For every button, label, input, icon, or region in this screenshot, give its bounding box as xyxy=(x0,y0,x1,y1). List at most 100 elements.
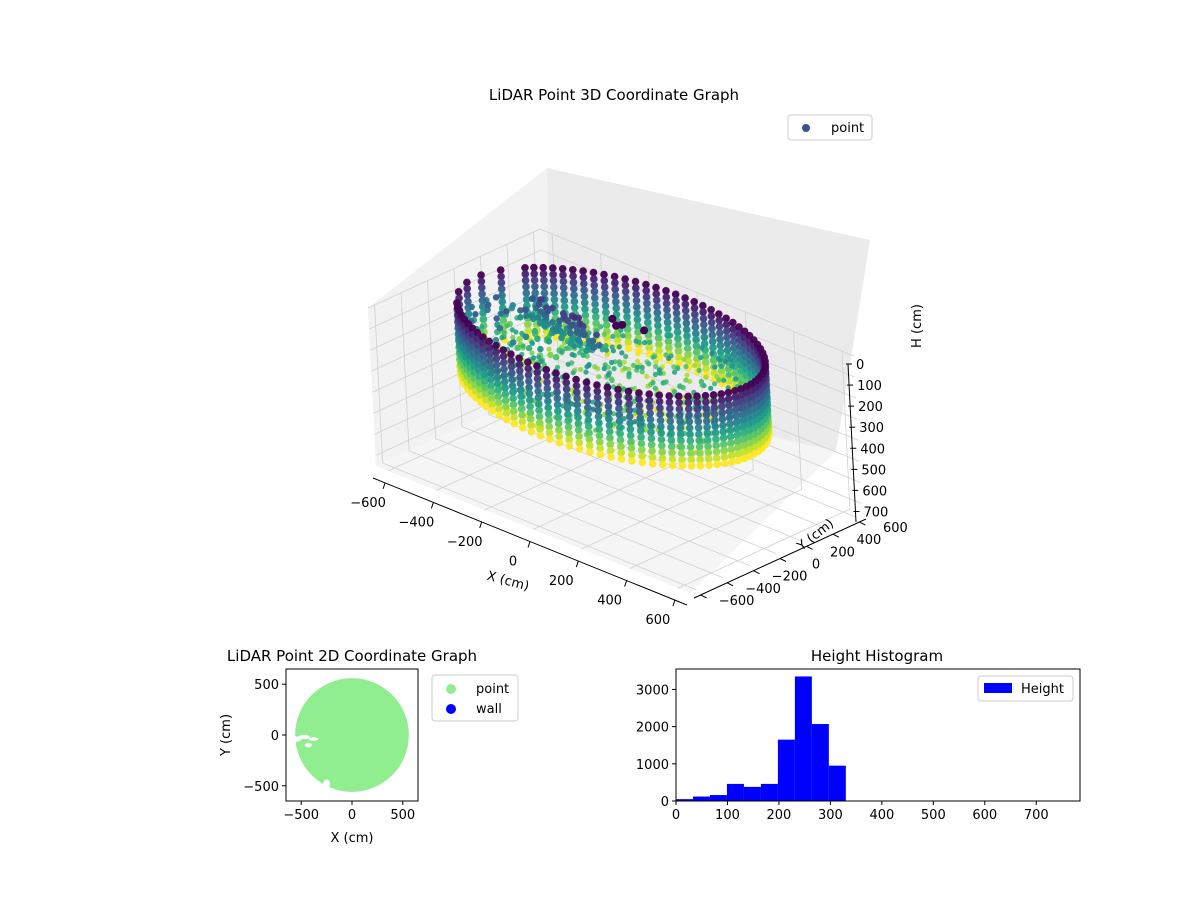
point-3d xyxy=(684,392,692,401)
point-3d xyxy=(585,441,594,450)
point-3d xyxy=(633,303,641,311)
point-3d xyxy=(515,360,524,369)
point-3d xyxy=(627,444,636,453)
point-3d xyxy=(683,364,689,370)
point-3d xyxy=(581,311,590,320)
point-3d xyxy=(712,441,720,450)
point-3d xyxy=(711,422,719,431)
point-3d xyxy=(610,333,616,339)
point-3d xyxy=(550,289,558,298)
point-3d xyxy=(715,322,724,331)
point-3d xyxy=(478,302,487,311)
point-3d xyxy=(731,387,739,395)
point-3d xyxy=(695,443,704,451)
point-3d xyxy=(537,345,544,353)
point-3d xyxy=(554,413,563,422)
point-3d xyxy=(675,353,683,362)
point-3d xyxy=(606,434,614,442)
point-3d xyxy=(624,332,632,340)
point-3d xyxy=(723,327,731,335)
point-3d xyxy=(645,343,653,352)
point-3d xyxy=(592,313,600,321)
point-3d xyxy=(656,404,664,412)
point-3d xyxy=(492,354,501,363)
point-3d xyxy=(563,397,572,406)
point-3d xyxy=(718,409,726,417)
point-3d xyxy=(674,341,682,349)
point-3d xyxy=(686,430,694,439)
point-3d xyxy=(637,433,645,442)
point-3d xyxy=(660,380,666,386)
histogram-bar xyxy=(692,796,710,801)
point-3d xyxy=(691,362,697,368)
point-3d xyxy=(727,356,734,363)
y-tick-label-histogram: 2000 xyxy=(636,721,669,736)
point-3d xyxy=(486,356,494,365)
ticks-histogram: 0 100 200 300 400 500 600 700 0 1000 2000 3000 xyxy=(636,683,1049,823)
point-3d xyxy=(531,355,537,361)
point-3d xyxy=(627,438,635,446)
point-3d xyxy=(695,436,703,445)
point-3d xyxy=(481,371,489,379)
point-3d xyxy=(638,452,646,460)
point-3d xyxy=(527,427,536,436)
point-3d xyxy=(652,283,660,292)
point-3d xyxy=(603,383,612,392)
point-3d xyxy=(650,354,656,360)
point-3d xyxy=(616,429,624,438)
point-3d xyxy=(504,323,510,329)
point-3d-dark xyxy=(618,320,627,329)
point-3d xyxy=(562,385,571,393)
point-3d xyxy=(703,429,712,438)
point-3d xyxy=(581,305,589,313)
point-3d xyxy=(650,380,656,386)
point-3d xyxy=(526,415,535,423)
point-3d xyxy=(666,355,672,361)
point-3d xyxy=(737,385,745,393)
y-tick-label-3d: −400 xyxy=(745,582,781,597)
point-3d xyxy=(693,392,701,401)
chart-title-2d: LiDAR Point 2D Coordinate Graph xyxy=(227,647,477,665)
point-3d xyxy=(589,268,598,277)
point-3d xyxy=(523,312,530,319)
point-3d xyxy=(685,417,694,426)
point-3d xyxy=(498,297,507,306)
point-3d xyxy=(533,374,542,383)
point-3d xyxy=(604,352,610,358)
point-3d xyxy=(734,443,742,452)
point-3d xyxy=(590,275,598,283)
grid-line-left-h xyxy=(367,228,541,309)
point-3d xyxy=(634,328,642,337)
point-3d xyxy=(517,392,525,401)
point-3d xyxy=(701,352,710,361)
chart-title-3d: LiDAR Point 3D Coordinate Graph xyxy=(489,86,739,104)
point-3d xyxy=(726,420,734,428)
point-3d xyxy=(619,350,625,356)
point-3d xyxy=(616,436,625,444)
histogram-bar xyxy=(828,765,846,801)
point-3d xyxy=(686,436,695,445)
point-3d xyxy=(730,337,738,346)
point-3d xyxy=(673,328,682,337)
point-3d xyxy=(657,435,666,444)
point-3d xyxy=(517,307,524,314)
point-3d xyxy=(717,357,723,363)
point-3d xyxy=(654,328,663,336)
point-3d xyxy=(486,350,494,358)
point-3d-dark xyxy=(608,314,617,323)
axes-frame-histogram xyxy=(675,668,1081,802)
point-3d xyxy=(707,312,716,320)
point-3d xyxy=(479,339,488,348)
point-3d xyxy=(621,359,627,365)
point-3d xyxy=(646,361,652,367)
point-3d xyxy=(733,431,741,439)
point-3d xyxy=(554,407,562,415)
point-3d xyxy=(534,335,541,342)
point-3d xyxy=(508,369,516,377)
point-3d xyxy=(580,286,588,294)
point-3d xyxy=(708,325,716,333)
point-3d xyxy=(705,461,713,470)
grid-line-left-y xyxy=(427,280,436,439)
point-3d xyxy=(507,350,515,359)
point-3d xyxy=(678,455,686,464)
